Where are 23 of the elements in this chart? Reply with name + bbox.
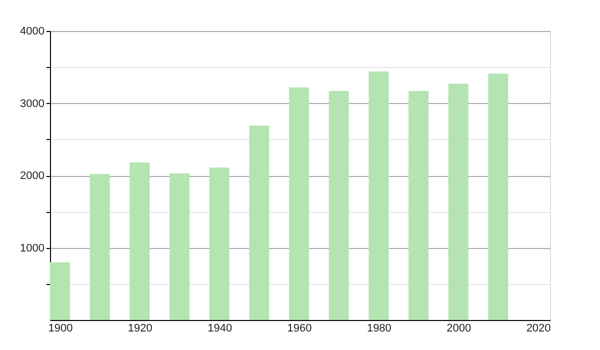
bar (368, 71, 389, 320)
x-tick-label: 2020 (526, 322, 551, 334)
bar (130, 162, 150, 320)
x-tick-label: 2000 (446, 322, 472, 334)
bar (448, 84, 468, 320)
bar (249, 126, 270, 320)
x-tick-label: 1940 (208, 322, 232, 334)
y-tick-label: 2000 (20, 170, 44, 182)
y-tick-label: 4000 (20, 26, 44, 38)
bar (209, 168, 230, 320)
y-tick-label: 3000 (20, 98, 44, 110)
bar (169, 173, 190, 320)
bar (328, 90, 349, 320)
bar (50, 262, 70, 320)
x-tick-label: 1920 (128, 322, 152, 334)
bar (488, 74, 508, 320)
bar (408, 90, 429, 320)
x-tick-label: 1900 (48, 322, 73, 334)
y-tick-label: 1000 (20, 242, 44, 254)
bar (90, 174, 110, 320)
x-tick-label: 1980 (366, 322, 392, 334)
x-tick-label: 1960 (287, 322, 312, 334)
bar (289, 87, 310, 320)
